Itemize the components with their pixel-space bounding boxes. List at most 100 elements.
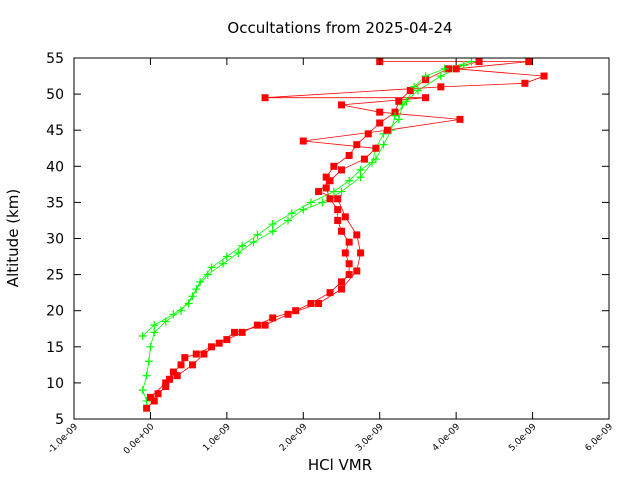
data-point-occultation-4 <box>338 166 345 174</box>
data-point-occultation-2 <box>177 306 185 315</box>
data-point-occultation-3 <box>249 238 258 247</box>
data-point-occultation-4 <box>353 267 361 275</box>
data-point-occultation-4 <box>284 310 292 318</box>
y-tick-label: 30 <box>46 232 64 248</box>
x-tick-label: 2.0e-09 <box>278 422 310 454</box>
data-point-occultation-4 <box>357 249 365 257</box>
data-point-occultation-2 <box>391 111 399 120</box>
data-point-occultation-2 <box>150 328 159 337</box>
data-point-occultation-4 <box>525 58 533 66</box>
y-tick-label: 45 <box>46 123 64 139</box>
data-point-occultation-3 <box>299 205 308 214</box>
data-point-occultation-1 <box>192 350 200 358</box>
data-point-occultation-1 <box>326 195 334 203</box>
data-point-occultation-3 <box>368 158 377 167</box>
data-point-occultation-2 <box>268 220 277 229</box>
data-point-occultation-1 <box>269 314 277 322</box>
x-tick-label: 1.0e-09 <box>201 422 233 454</box>
data-point-occultation-1 <box>307 299 315 307</box>
data-point-occultation-4 <box>146 393 154 401</box>
data-point-occultation-2 <box>356 165 365 174</box>
data-point-occultation-1 <box>143 404 151 412</box>
x-tick-label: 0.0e+00 <box>122 422 157 457</box>
data-point-occultation-3 <box>413 86 422 95</box>
data-point-occultation-4 <box>452 65 460 73</box>
data-point-occultation-4 <box>215 339 223 347</box>
data-point-occultation-1 <box>341 249 349 257</box>
data-point-occultation-2 <box>238 241 247 250</box>
data-point-occultation-2 <box>329 187 338 196</box>
data-point-occultation-4 <box>437 83 445 91</box>
data-point-occultation-2 <box>142 396 151 405</box>
data-point-occultation-2 <box>146 342 155 351</box>
data-point-occultation-1 <box>223 336 231 344</box>
data-point-occultation-4 <box>261 94 269 102</box>
data-point-occultation-2 <box>253 230 262 239</box>
plot-frame <box>73 57 610 420</box>
data-point-occultation-3 <box>436 72 445 81</box>
y-tick-label: 50 <box>46 87 64 103</box>
data-point-occultation-3 <box>459 61 468 70</box>
data-point-occultation-4 <box>353 231 361 239</box>
data-point-occultation-4 <box>456 115 464 123</box>
data-point-occultation-1 <box>345 260 353 268</box>
data-point-occultation-3 <box>337 187 346 196</box>
data-point-occultation-4 <box>383 126 391 134</box>
data-point-occultation-3 <box>268 227 277 236</box>
y-axis: 5 10 15 20 25 30 35 40 45 50 55 <box>46 51 609 428</box>
data-point-occultation-1 <box>334 206 342 214</box>
data-point-occultation-1 <box>208 343 216 351</box>
x-tick-label: 6.0e-09 <box>584 422 616 454</box>
y-tick-label: 25 <box>46 268 64 284</box>
data-point-occultation-3 <box>219 259 228 268</box>
data-point-occultation-1 <box>150 397 158 405</box>
data-point-occultation-3 <box>192 285 201 294</box>
chart-title: Occultations from 2025-04-24 <box>227 19 452 37</box>
data-point-occultation-1 <box>345 238 353 246</box>
x-axis-label: HCl VMR <box>308 456 372 474</box>
y-tick-label: 5 <box>55 412 64 428</box>
data-point-occultation-1 <box>292 307 300 315</box>
data-point-occultation-4 <box>372 144 380 152</box>
data-point-occultation-4 <box>326 177 334 185</box>
data-point-occultation-4 <box>422 94 430 102</box>
data-point-occultation-3 <box>150 321 159 330</box>
data-point-occultation-4 <box>376 108 384 116</box>
data-point-occultation-3 <box>169 310 178 319</box>
data-point-occultation-1 <box>326 289 334 297</box>
data-point-occultation-2 <box>421 72 430 81</box>
y-tick-label: 55 <box>46 51 64 67</box>
data-point-occultation-1 <box>154 390 162 398</box>
y-axis-label: Altitude (km) <box>4 189 22 287</box>
data-point-occultation-4 <box>334 195 342 203</box>
data-point-occultation-1 <box>406 86 414 94</box>
data-point-occultation-2 <box>379 140 388 149</box>
data-point-occultation-1 <box>395 97 403 105</box>
series-line-occultation-2 <box>142 61 472 402</box>
data-point-occultation-1 <box>364 130 372 138</box>
data-point-occultation-4 <box>540 72 548 80</box>
data-point-occultation-2 <box>287 209 296 218</box>
data-point-occultation-1 <box>334 216 342 224</box>
x-tick-label: 3.0e-09 <box>354 422 386 454</box>
series-line-occultation-3 <box>142 64 464 337</box>
y-tick-label: 20 <box>46 304 64 320</box>
data-point-occultation-2 <box>144 357 153 366</box>
data-point-occultation-3 <box>184 299 193 308</box>
data-point-occultation-3 <box>138 331 147 340</box>
data-point-occultation-4 <box>360 155 368 163</box>
data-point-occultation-2 <box>371 155 380 164</box>
data-point-occultation-1 <box>345 151 353 159</box>
data-point-occultation-1 <box>338 278 345 286</box>
data-point-occultation-2 <box>402 97 411 106</box>
data-point-occultation-1 <box>330 162 338 170</box>
data-point-occultation-2 <box>207 263 216 272</box>
data-point-occultation-2 <box>440 64 449 73</box>
data-point-occultation-4 <box>315 188 323 196</box>
y-tick-label: 15 <box>46 340 64 356</box>
data-point-occultation-2 <box>345 176 354 185</box>
data-point-occultation-4 <box>173 372 181 380</box>
data-point-occultation-3 <box>394 115 403 124</box>
data-point-occultation-1 <box>376 119 384 127</box>
